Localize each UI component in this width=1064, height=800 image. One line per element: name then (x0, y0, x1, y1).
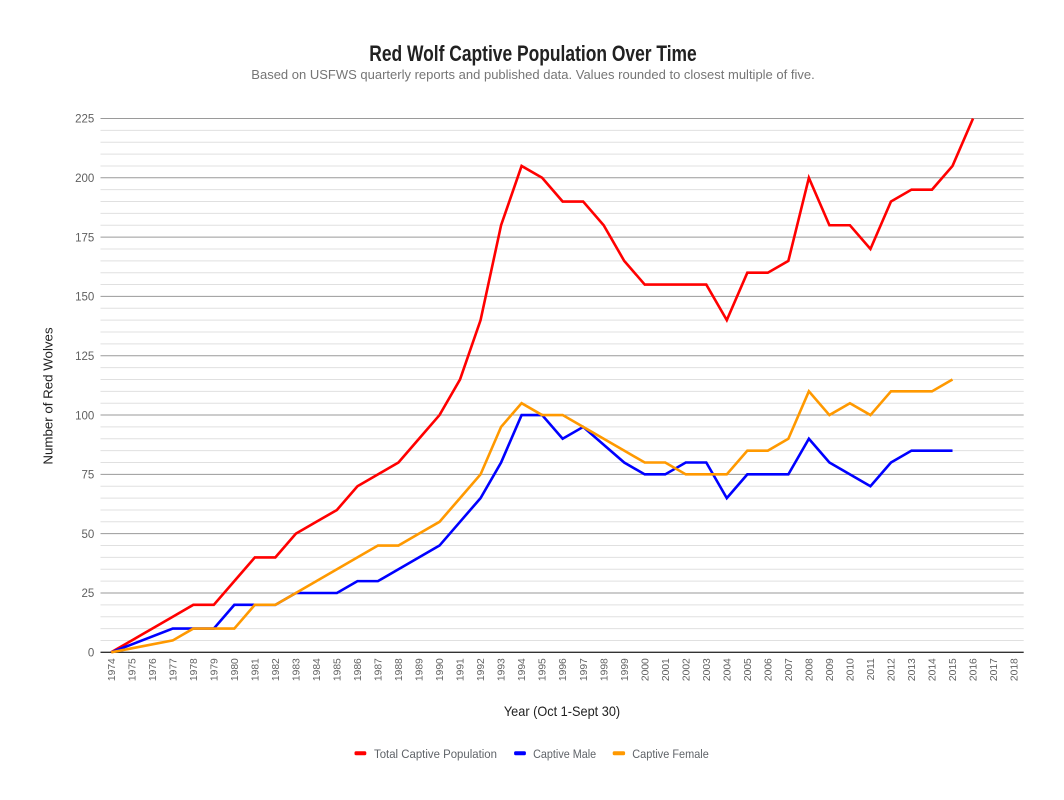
svg-text:1981: 1981 (250, 658, 261, 681)
svg-text:175: 175 (75, 232, 94, 244)
svg-text:Based on USFWS quarterly repor: Based on USFWS quarterly reports and pub… (251, 67, 814, 82)
svg-text:Total Captive Population: Total Captive Population (374, 747, 497, 761)
svg-text:1987: 1987 (374, 658, 385, 681)
svg-text:1991: 1991 (456, 658, 467, 681)
svg-text:2012: 2012 (887, 658, 898, 681)
svg-text:200: 200 (75, 173, 94, 185)
svg-text:2001: 2001 (661, 658, 672, 681)
svg-text:1985: 1985 (333, 658, 344, 681)
svg-text:2004: 2004 (722, 658, 733, 681)
svg-text:2013: 2013 (907, 658, 918, 681)
svg-text:1977: 1977 (168, 658, 179, 681)
svg-text:1983: 1983 (291, 658, 302, 681)
svg-text:25: 25 (82, 588, 95, 600)
svg-text:100: 100 (75, 410, 94, 422)
svg-text:1982: 1982 (271, 658, 282, 681)
svg-text:1986: 1986 (353, 658, 364, 681)
svg-text:1996: 1996 (558, 658, 569, 681)
svg-text:1984: 1984 (312, 658, 323, 681)
svg-text:Year (Oct 1-Sept 30): Year (Oct 1-Sept 30) (504, 703, 620, 719)
svg-text:1998: 1998 (599, 658, 610, 681)
svg-text:2015: 2015 (948, 658, 959, 681)
svg-text:150: 150 (75, 292, 94, 304)
svg-text:1979: 1979 (209, 658, 220, 681)
svg-text:1990: 1990 (435, 658, 446, 681)
svg-text:2011: 2011 (866, 658, 877, 680)
svg-text:1994: 1994 (517, 658, 528, 681)
svg-text:2008: 2008 (804, 658, 815, 681)
svg-text:2009: 2009 (825, 658, 836, 681)
svg-text:125: 125 (75, 351, 94, 363)
svg-text:1989: 1989 (415, 658, 426, 681)
svg-text:Captive Male: Captive Male (533, 747, 596, 761)
svg-text:2003: 2003 (702, 658, 713, 681)
svg-text:50: 50 (82, 529, 95, 541)
svg-text:2014: 2014 (928, 658, 939, 681)
svg-text:1995: 1995 (538, 658, 549, 681)
svg-text:1980: 1980 (230, 658, 241, 681)
svg-text:2018: 2018 (1010, 658, 1021, 681)
svg-text:1978: 1978 (189, 658, 200, 681)
svg-text:225: 225 (75, 114, 94, 126)
svg-text:1974: 1974 (107, 658, 118, 681)
svg-text:1976: 1976 (148, 658, 159, 681)
svg-text:2006: 2006 (763, 658, 774, 681)
svg-text:0: 0 (88, 648, 94, 660)
svg-text:2010: 2010 (846, 658, 857, 681)
svg-text:2000: 2000 (640, 658, 651, 681)
svg-text:75: 75 (82, 470, 95, 482)
svg-text:1988: 1988 (394, 658, 405, 681)
svg-text:2005: 2005 (743, 658, 754, 681)
svg-text:1997: 1997 (579, 658, 590, 681)
svg-text:Number of Red Wolves: Number of Red Wolves (41, 327, 56, 465)
svg-text:2016: 2016 (969, 658, 980, 681)
svg-text:1999: 1999 (620, 658, 631, 681)
svg-text:Captive Female: Captive Female (632, 747, 709, 761)
svg-text:2002: 2002 (681, 658, 692, 681)
svg-text:1975: 1975 (127, 658, 138, 681)
svg-text:1992: 1992 (476, 658, 487, 681)
svg-text:2007: 2007 (784, 658, 795, 681)
svg-text:1993: 1993 (497, 658, 508, 681)
svg-text:Red Wolf Captive Population Ov: Red Wolf Captive Population Over Time (369, 41, 697, 66)
svg-text:2017: 2017 (989, 658, 1000, 681)
